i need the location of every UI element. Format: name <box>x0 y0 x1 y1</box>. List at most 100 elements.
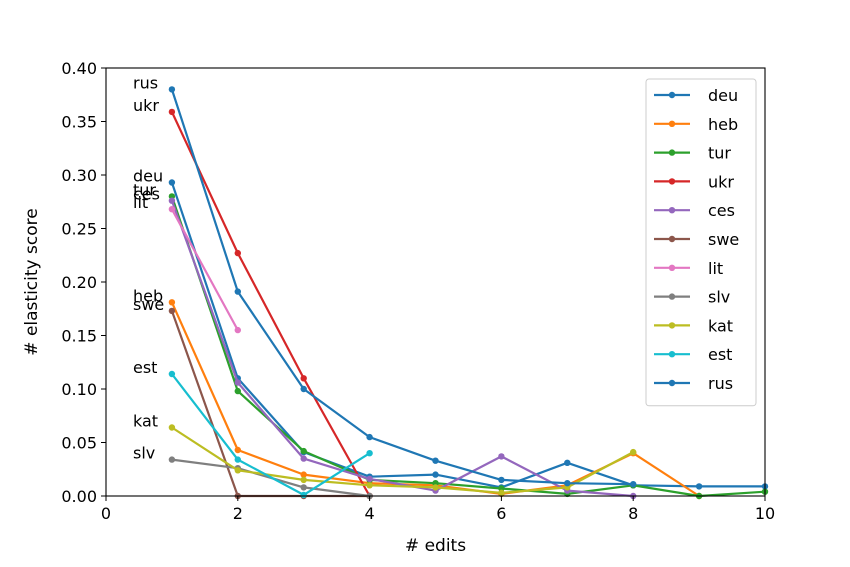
data-point-slv <box>168 456 176 463</box>
data-point-ces <box>234 379 241 386</box>
series-ces <box>168 197 637 500</box>
legend-swatch-marker <box>668 351 676 358</box>
legend-entry-tur: tur <box>654 144 731 163</box>
data-point-deu <box>432 471 439 478</box>
legend-swatch-marker <box>668 178 676 185</box>
series-line-ces <box>170 200 634 498</box>
legend-swatch-marker <box>668 149 676 156</box>
series-rus <box>168 86 637 488</box>
legend-entry-ces: ces <box>654 201 735 220</box>
y-tick-label: 0.25 <box>61 220 97 239</box>
data-point-heb <box>300 471 307 478</box>
legend-swatch-marker <box>668 293 676 300</box>
data-point-kat <box>168 424 176 431</box>
data-point-heb <box>168 299 176 306</box>
x-tick-label: 8 <box>628 504 638 523</box>
legend-entry-rus: rus <box>654 374 733 393</box>
y-tick-label: 0.15 <box>61 327 97 346</box>
annotation-rus: rus <box>133 73 158 92</box>
data-point-ukr <box>300 375 307 382</box>
legend-label: tur <box>708 144 731 163</box>
legend-label: ukr <box>708 172 734 191</box>
x-axis-label: # edits <box>405 536 466 556</box>
data-point-kat <box>300 476 307 484</box>
legend-entry-slv: slv <box>654 288 730 307</box>
y-tick-label: 0.35 <box>61 113 97 132</box>
data-point-slv <box>300 484 307 491</box>
x-tick-label: 0 <box>101 504 111 523</box>
data-point-kat <box>234 467 241 474</box>
series-line-kat <box>171 426 634 494</box>
data-point-rus <box>168 86 176 93</box>
x-tick-label: 6 <box>496 504 506 523</box>
data-point-ces <box>498 453 505 460</box>
annotation-lit: lit <box>133 193 148 212</box>
data-point-kat <box>366 482 373 489</box>
annotation-kat: kat <box>133 412 158 431</box>
data-point-rus <box>366 433 373 441</box>
data-point-est <box>300 491 307 499</box>
data-point-tur <box>234 387 241 395</box>
data-point-ces <box>300 455 307 462</box>
legend-swatch-marker <box>668 322 676 329</box>
data-point-rus <box>234 288 241 295</box>
y-axis-label: # elasticity score <box>22 208 42 355</box>
data-point-rus <box>300 385 307 393</box>
data-point-kat <box>432 484 439 491</box>
series-line-lit <box>170 208 239 331</box>
legend-swatch-marker <box>668 379 676 387</box>
legend-swatch-marker <box>668 91 676 99</box>
plot-series <box>168 86 769 500</box>
y-tick-label: 0.20 <box>61 273 97 292</box>
data-point-est <box>366 450 373 457</box>
y-tick-label: 0.40 <box>61 59 97 78</box>
data-point-kat <box>498 489 505 496</box>
data-point-deu <box>564 459 571 466</box>
data-point-rus <box>564 480 571 487</box>
y-tick-label: 0.00 <box>61 487 97 506</box>
series-lit <box>168 206 241 334</box>
series-line-ukr <box>170 111 371 497</box>
legend-entry-ukr: ukr <box>654 172 734 191</box>
x-tick-label: 10 <box>755 504 775 523</box>
annotation-ukr: ukr <box>133 96 159 115</box>
data-point-ukr <box>168 108 176 116</box>
legend-swatch-marker <box>668 235 676 243</box>
legend-label: deu <box>708 86 738 105</box>
series-line-rus <box>170 89 634 486</box>
series-heb <box>168 299 703 500</box>
series-line-est <box>171 373 371 496</box>
data-point-rus <box>432 457 439 464</box>
data-point-heb <box>234 446 241 454</box>
data-point-ukr <box>234 249 241 257</box>
series-line-deu <box>170 182 765 489</box>
data-point-kat <box>630 448 637 456</box>
legend-label: est <box>708 345 732 364</box>
legend-label: ces <box>708 201 735 220</box>
legend-label: rus <box>708 374 733 393</box>
annotation-swe: swe <box>133 295 164 314</box>
legend-swatch-marker <box>668 207 676 214</box>
legend-entry-swe: swe <box>654 230 739 249</box>
legend-entry-est: est <box>654 345 732 364</box>
data-point-ces <box>366 475 373 483</box>
data-point-swe <box>168 307 176 315</box>
x-tick-label: 4 <box>365 504 375 523</box>
legend: deu heb tur ukr ces swe lit slv kat est rus <box>645 78 757 407</box>
annotation-ces: ces <box>133 185 160 204</box>
annotation-deu: deu <box>133 167 163 186</box>
annotation-slv: slv <box>133 444 155 463</box>
legend-label: slv <box>708 288 730 307</box>
annotation-heb: heb <box>133 286 163 305</box>
data-point-lit <box>168 206 176 213</box>
legend-label: swe <box>708 230 739 249</box>
legend-label: kat <box>708 316 733 335</box>
y-axis-ticks: 0.00 0.05 0.10 0.15 0.20 0.25 0.30 0.35 0.40 <box>61 59 106 506</box>
series-est <box>168 370 373 499</box>
legend-entry-deu: deu <box>654 86 738 105</box>
y-tick-label: 0.05 <box>61 434 97 453</box>
data-point-rus <box>630 481 637 488</box>
legend-swatch-marker <box>668 264 676 271</box>
y-tick-label: 0.10 <box>61 380 97 399</box>
series-ukr <box>168 108 373 500</box>
